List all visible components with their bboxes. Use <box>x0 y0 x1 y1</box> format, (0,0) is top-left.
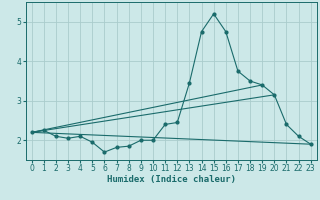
X-axis label: Humidex (Indice chaleur): Humidex (Indice chaleur) <box>107 175 236 184</box>
